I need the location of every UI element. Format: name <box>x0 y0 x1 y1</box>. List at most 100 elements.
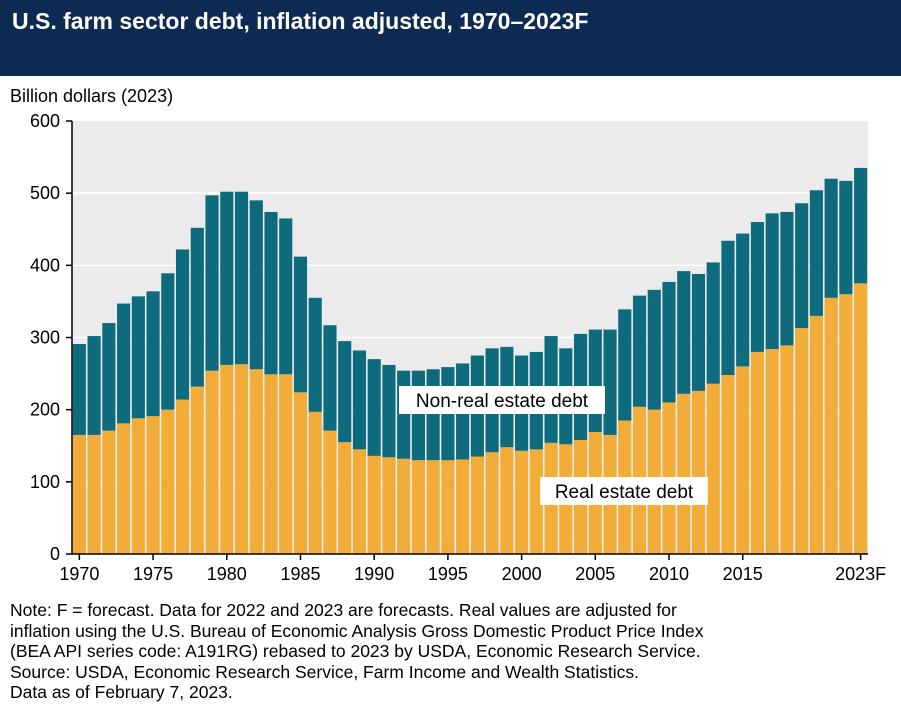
bar-real-estate <box>426 460 440 554</box>
bar-real-estate <box>441 460 455 554</box>
bar-non-real-estate <box>632 295 647 407</box>
bar-non-real-estate <box>264 211 278 375</box>
bar-non-real-estate <box>249 200 263 370</box>
y-tick-label: 600 <box>30 111 60 131</box>
bar-non-real-estate <box>736 233 750 367</box>
y-tick-label: 200 <box>30 400 60 420</box>
x-tick-label: 1995 <box>428 564 468 584</box>
bar-real-estate <box>485 452 499 554</box>
bar-non-real-estate <box>382 364 396 458</box>
y-tick-label: 500 <box>30 183 60 203</box>
bar-real-estate <box>795 328 809 554</box>
chart: 0 100 200 300 400 500 600 1970 1975 1980 1985 1990 1… <box>30 111 886 584</box>
bar-real-estate <box>780 345 794 554</box>
bar-non-real-estate <box>765 213 779 350</box>
bar-real-estate <box>500 447 514 554</box>
bar-real-estate <box>824 297 838 554</box>
bar-non-real-estate <box>603 329 617 435</box>
bar-real-estate <box>367 455 381 554</box>
x-tick-label: 1985 <box>280 564 320 584</box>
bar-non-real-estate <box>809 190 823 316</box>
bar-real-estate <box>382 457 396 554</box>
bar-non-real-estate <box>117 303 131 424</box>
bar-real-estate <box>352 449 367 554</box>
bar-real-estate <box>706 383 720 554</box>
bar-real-estate <box>308 411 322 554</box>
x-tick-label: 1975 <box>133 564 173 584</box>
bar-non-real-estate <box>795 203 809 329</box>
bar-real-estate <box>146 416 160 554</box>
bar-real-estate <box>338 442 352 554</box>
bar-real-estate <box>249 369 263 554</box>
bar-real-estate <box>131 418 145 554</box>
bar-real-estate <box>529 449 543 554</box>
bar-non-real-estate <box>780 211 794 346</box>
bar-real-estate <box>279 374 293 554</box>
bar-non-real-estate <box>588 329 602 433</box>
x-tick-label: 2015 <box>723 564 763 584</box>
label-non-real-estate: Non-real estate debt <box>416 391 589 412</box>
bar-non-real-estate <box>308 297 322 412</box>
bar-real-estate <box>264 374 278 554</box>
bar-real-estate <box>397 458 411 554</box>
y-axis-label: Billion dollars (2023) <box>10 86 174 106</box>
y-tick-label: 0 <box>50 544 60 564</box>
bar-non-real-estate <box>662 281 676 403</box>
y-tick-label: 400 <box>30 255 60 275</box>
bar-non-real-estate <box>205 195 219 371</box>
bar-real-estate <box>175 399 190 554</box>
bar-non-real-estate <box>721 240 735 376</box>
bar-non-real-estate <box>220 191 234 365</box>
bar-real-estate <box>515 450 529 554</box>
bar-real-estate <box>234 364 249 554</box>
bar-real-estate <box>839 294 853 554</box>
chart-title: U.S. farm sector debt, inflation adjuste… <box>12 8 589 34</box>
bar-non-real-estate <box>426 369 440 461</box>
label-non-real-estate-box <box>399 386 605 414</box>
bar-real-estate <box>72 434 86 554</box>
bar-real-estate <box>102 430 116 554</box>
bar-real-estate <box>736 366 750 554</box>
bar-non-real-estate <box>854 167 868 284</box>
bar-real-estate <box>205 370 219 554</box>
y-tick-label: 300 <box>30 328 60 348</box>
bar-real-estate <box>677 393 691 554</box>
x-tick-label: 2005 <box>575 564 615 584</box>
note-line: inflation using the U.S. Bureau of Econo… <box>10 620 704 641</box>
bar-non-real-estate <box>72 343 86 435</box>
bar-real-estate <box>765 349 779 554</box>
bar-non-real-estate <box>397 370 411 459</box>
bar-non-real-estate <box>102 323 116 431</box>
bar-real-estate <box>87 434 101 554</box>
bar-real-estate <box>470 456 484 554</box>
bar-real-estate <box>190 386 204 554</box>
y-tick-label: 100 <box>30 472 60 492</box>
bar-non-real-estate <box>352 350 367 450</box>
note-line: Note: F = forecast. Data for 2022 and 20… <box>10 600 677 620</box>
bar-non-real-estate <box>677 271 691 394</box>
bar-non-real-estate <box>367 359 381 456</box>
bar-non-real-estate <box>279 218 293 375</box>
source-line: Source: USDA, Economic Research Service,… <box>10 661 639 682</box>
label-real-estate-box <box>540 477 708 505</box>
bar-non-real-estate <box>839 180 853 295</box>
bar-non-real-estate <box>691 273 706 391</box>
x-tick-label: 1990 <box>354 564 394 584</box>
bar-non-real-estate <box>190 227 204 387</box>
bar-non-real-estate <box>647 289 661 410</box>
bar-real-estate <box>750 351 765 554</box>
notes: Note: F = forecast. Data for 2022 and 20… <box>10 600 895 703</box>
bar-non-real-estate <box>293 256 308 393</box>
bar-real-estate <box>691 390 706 554</box>
bar-non-real-estate <box>824 178 838 298</box>
bar-real-estate <box>293 392 308 554</box>
bar-real-estate <box>117 423 131 554</box>
x-tick-label: 1970 <box>59 564 99 584</box>
bar-non-real-estate <box>618 309 632 421</box>
bar-non-real-estate <box>411 370 425 461</box>
bar-non-real-estate <box>131 296 145 419</box>
note-line: (BEA API series code: A191RG) rebased to… <box>10 641 701 661</box>
bar-non-real-estate <box>750 222 765 352</box>
bar-real-estate <box>411 460 425 554</box>
bar-real-estate <box>161 409 175 554</box>
